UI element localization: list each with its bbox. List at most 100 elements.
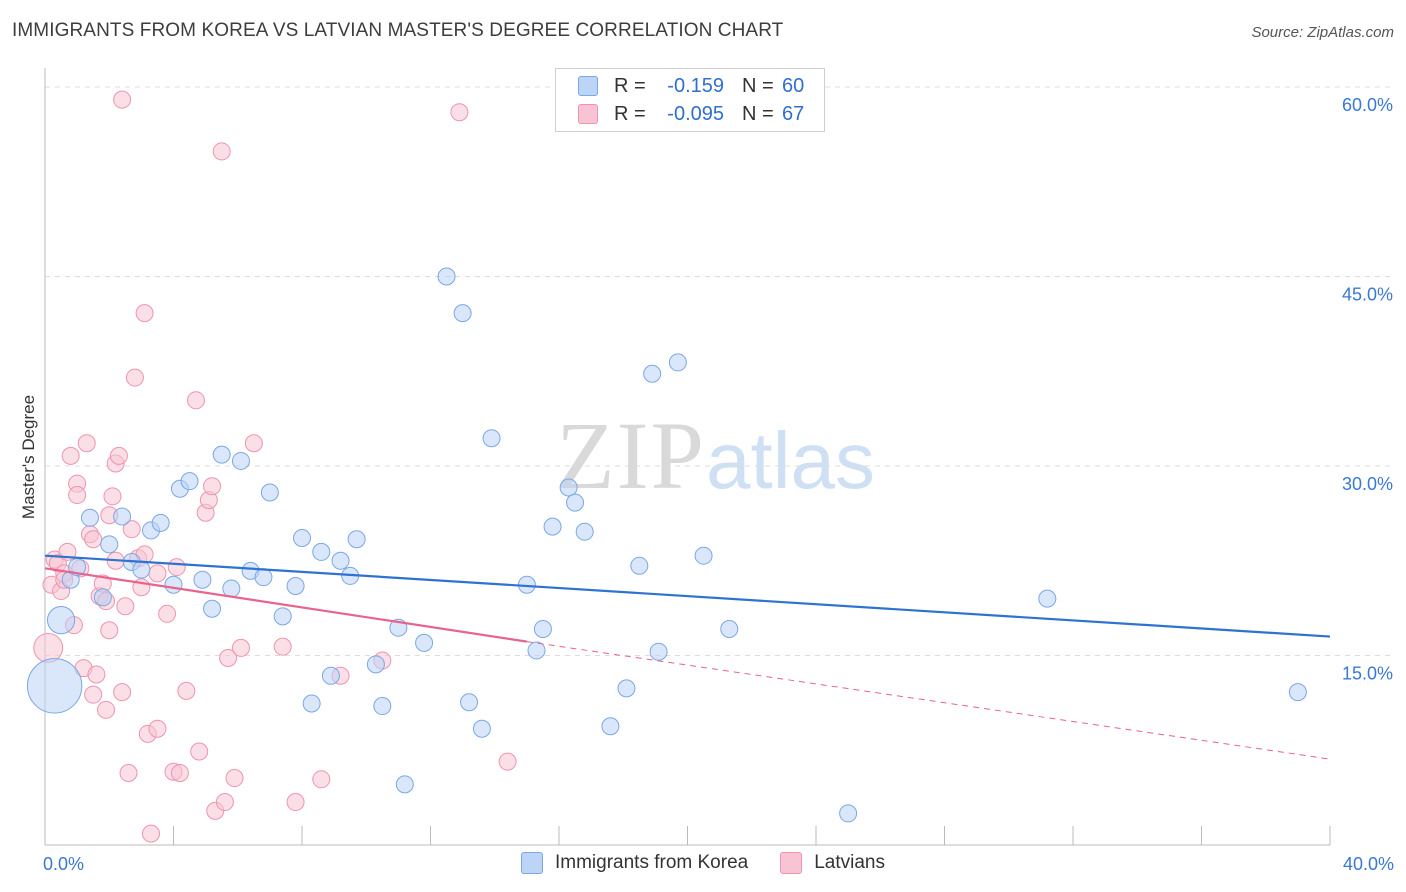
latvian-point [203, 477, 222, 496]
latvian-point [61, 446, 80, 465]
latvian-point [212, 142, 231, 161]
latvian-point [286, 793, 305, 812]
korea-point [366, 655, 385, 674]
korea-point [193, 570, 212, 589]
latvian-point [84, 685, 103, 704]
korea-point [668, 353, 687, 372]
series-legend: Immigrants from Korea Latvians [0, 852, 1406, 874]
latvian-point [116, 597, 135, 616]
korea-swatch [578, 76, 598, 96]
tick-label-layer: 15.0% 30.0% 45.0% 60.0% 0.0% 40.0% [43, 95, 1394, 874]
korea-point [222, 579, 241, 598]
latvian-point [33, 632, 64, 663]
legend-n-value-latvian: 67 [782, 102, 805, 125]
korea-point [180, 472, 199, 491]
korea-point [694, 546, 713, 565]
correlation-legend: R = -0.159 N = 60 R = -0.095 N = 67 [555, 68, 825, 132]
korea-point [373, 697, 392, 716]
korea-point [254, 568, 273, 587]
latvian-point [244, 434, 263, 453]
legend-label-latvian: Latvians [814, 852, 885, 873]
legend-item-korea: Immigrants from Korea [520, 852, 748, 874]
korea-point [482, 429, 501, 448]
korea-point [643, 364, 662, 383]
korea-point [80, 508, 99, 527]
latvian-point [113, 683, 132, 702]
korea-point [566, 493, 585, 512]
latvian-points-group [33, 90, 517, 843]
korea-point [212, 445, 231, 464]
korea-point [46, 606, 76, 635]
chart-title: IMMIGRANTS FROM KOREA VS LATVIAN MASTER'… [12, 20, 784, 41]
legend-n-value-korea: 60 [782, 74, 805, 97]
korea-point [293, 529, 311, 548]
latvian-point [84, 530, 103, 549]
latvian-swatch [578, 104, 598, 124]
latvian-point [170, 763, 189, 782]
korea-point [720, 619, 739, 638]
axis-layer [44, 68, 1331, 846]
latvian-point [97, 700, 116, 719]
korea-point [151, 513, 170, 532]
x-tick-label: 40.0% [1343, 854, 1394, 874]
korea-point [100, 535, 119, 554]
latvian-point [450, 103, 469, 122]
latvian-point [231, 638, 250, 657]
korea-point [472, 719, 491, 738]
latvian-point [273, 637, 292, 656]
korea-points-group [26, 267, 1307, 823]
latvian-point [103, 487, 122, 506]
korea-point [347, 530, 366, 549]
trend-layer [44, 554, 1331, 760]
legend-n-label: N = [742, 74, 774, 97]
latvian-point [68, 486, 87, 505]
latvian-point [312, 770, 331, 789]
latvian-point [177, 681, 196, 700]
legend-row-latvian: R = -0.095 N = 67 [578, 101, 804, 127]
korea-point [302, 694, 321, 713]
korea-point [437, 267, 456, 286]
legend-n-label: N = [742, 102, 774, 125]
korea-legend-swatch [520, 852, 543, 874]
korea-point [559, 478, 578, 497]
legend-r-label: R = [614, 102, 646, 125]
latvian-point [109, 446, 128, 465]
latvian-point [215, 793, 234, 812]
latvian-point [186, 391, 205, 410]
korea-point [331, 551, 350, 570]
korea-point [839, 804, 858, 823]
y-tick-label: 60.0% [1342, 95, 1393, 115]
korea-point [1288, 683, 1307, 702]
korea-point [26, 658, 83, 714]
latvian-trend-extension [526, 641, 1331, 760]
korea-point [260, 483, 279, 502]
y-axis-label: Master's Degree [19, 394, 38, 520]
latvian-point [148, 564, 167, 583]
korea-point [1038, 589, 1057, 608]
y-tick-label: 15.0% [1342, 664, 1393, 684]
korea-point [527, 641, 546, 660]
korea-point [453, 304, 472, 323]
korea-point [164, 575, 183, 594]
x-tick-label: 0.0% [43, 854, 84, 874]
latvian-point [167, 558, 186, 577]
latvian-point [119, 763, 138, 782]
y-tick-label: 45.0% [1342, 285, 1393, 305]
latvian-point [122, 520, 141, 539]
korea-point [601, 717, 620, 736]
latvian-legend-swatch [780, 852, 803, 874]
legend-row-korea: R = -0.159 N = 60 [578, 73, 804, 99]
latvian-point [498, 752, 517, 771]
korea-point [617, 679, 636, 698]
latvian-point [87, 665, 106, 684]
latvian-point [142, 824, 161, 843]
latvian-point [77, 434, 96, 453]
korea-point [395, 775, 414, 794]
korea-point [460, 693, 479, 712]
korea-point [575, 522, 594, 541]
latvian-point [135, 304, 154, 323]
korea-point [533, 619, 552, 638]
korea-point [93, 588, 112, 607]
korea-point [543, 517, 562, 536]
